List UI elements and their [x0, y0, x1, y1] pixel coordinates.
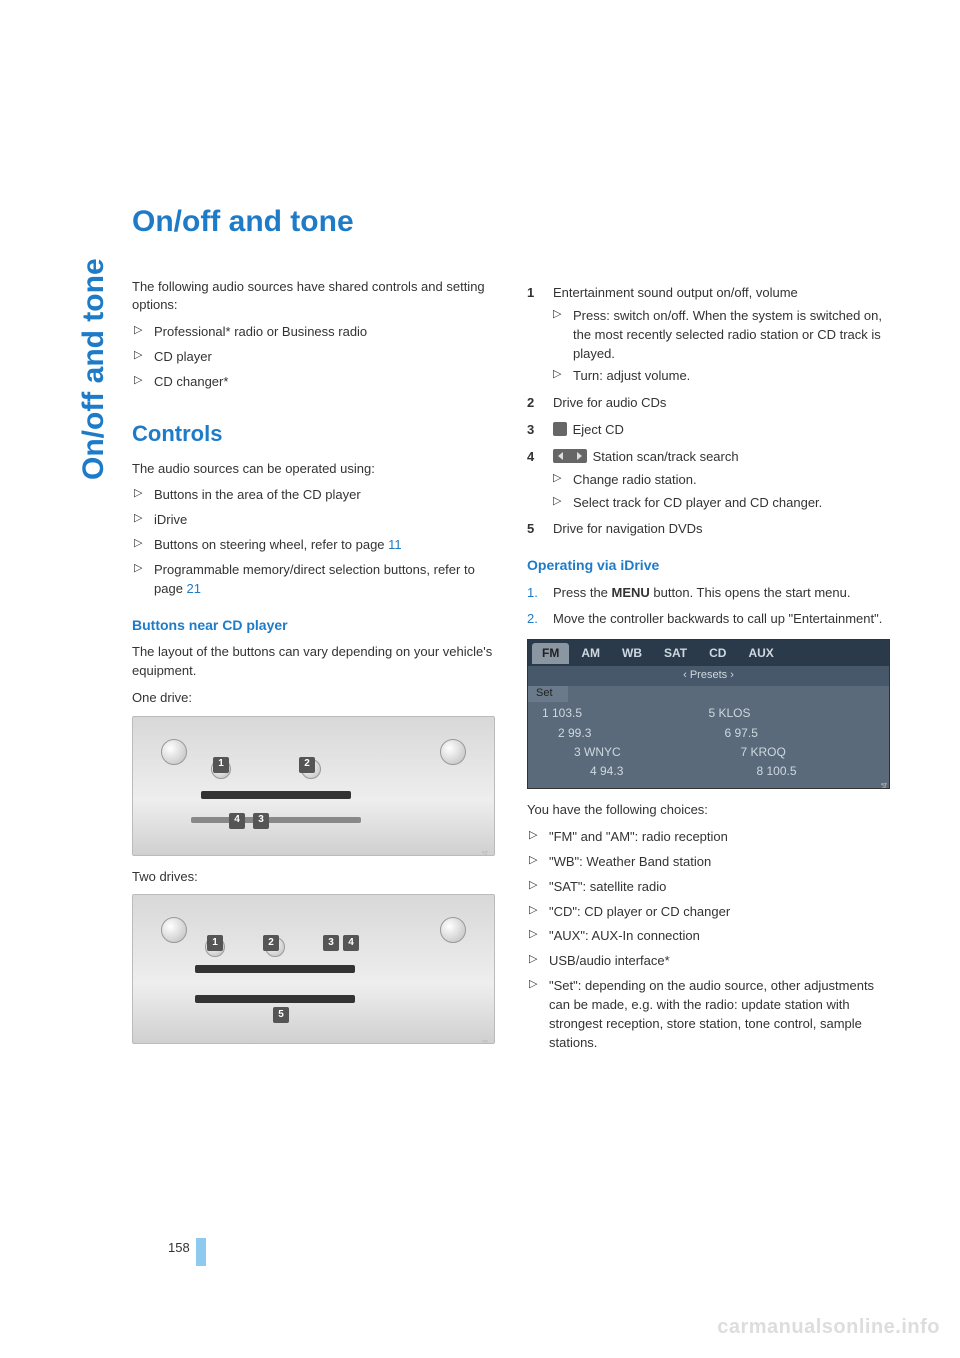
buttons-heading: Buttons near CD player: [132, 615, 495, 635]
two-drives-label: Two drives:: [132, 868, 495, 887]
station: 7 KROQ: [709, 743, 876, 762]
list-item: Professional* radio or Business radio: [132, 323, 495, 342]
tab-wb: WB: [612, 643, 652, 664]
page-title: On/off and tone: [132, 200, 495, 244]
list-item: "CD": CD player or CD changer: [527, 903, 890, 922]
tab-aux: AUX: [738, 643, 783, 664]
figure-code: M0716304: [480, 851, 492, 856]
watermark: carmanualsonline.info: [717, 1313, 940, 1342]
item-text: Drive for audio CDs: [553, 395, 666, 410]
station: 3 WNYC: [542, 743, 709, 762]
step-post: button. This opens the start menu.: [650, 585, 851, 600]
page-ref-link[interactable]: 11: [388, 537, 402, 552]
list-item: 3 Eject CD: [527, 421, 890, 440]
station: 2 99.3: [542, 724, 709, 743]
list-item: Programmable memory/direct selection but…: [132, 561, 495, 599]
controls-heading: Controls: [132, 418, 495, 450]
page-number: 158: [168, 1239, 190, 1258]
menu-button-label: MENU: [612, 585, 650, 600]
controls-list: Buttons in the area of the CD player iDr…: [132, 486, 495, 598]
idrive-steps: 1. Press the MENU button. This opens the…: [527, 584, 890, 630]
idrive-heading: Operating via iDrive: [527, 555, 890, 575]
station: 4 94.3: [542, 762, 709, 781]
left-column: On/off and tone The following audio sour…: [132, 200, 495, 1063]
list-item-text: Buttons on steering wheel, refer to page: [154, 537, 388, 552]
tab-sat: SAT: [654, 643, 697, 664]
sub-item: Turn: adjust volume.: [553, 367, 890, 386]
list-item: 2 Drive for audio CDs: [527, 394, 890, 413]
set-label: Set: [528, 686, 568, 702]
page-body: On/off and tone The following audio sour…: [0, 0, 960, 1123]
numbered-controls-list: 1 Entertainment sound output on/off, vol…: [527, 284, 890, 539]
station: 5 KLOS: [709, 704, 876, 723]
step-item: 1. Press the MENU button. This opens the…: [527, 584, 890, 603]
list-item-text: Programmable memory/direct selection but…: [154, 562, 475, 596]
list-item: "SAT": satellite radio: [527, 878, 890, 897]
page-marker-bar: [196, 1238, 206, 1266]
sidebar-section-title: On/off and tone: [72, 258, 116, 480]
list-item: 4 Station scan/track search Change radio…: [527, 448, 890, 513]
station: 1 103.5: [542, 704, 709, 723]
right-column: 1 Entertainment sound output on/off, vol…: [527, 200, 890, 1063]
controls-intro: The audio sources can be operated using:: [132, 460, 495, 479]
choices-intro: You have the following choices:: [527, 801, 890, 820]
item-number: 1: [527, 284, 534, 303]
station: 8 100.5: [709, 762, 876, 781]
presets-label: ‹ Presets ›: [528, 666, 889, 686]
tab-am: AM: [571, 643, 610, 664]
list-item: Buttons in the area of the CD player: [132, 486, 495, 505]
figure-code: M0716304: [480, 1039, 492, 1044]
step-text: Move the controller backwards to call up…: [553, 611, 882, 626]
list-item: USB/audio interface*: [527, 952, 890, 971]
item-number: 3: [527, 421, 534, 440]
intro-text: The following audio sources have shared …: [132, 278, 495, 316]
list-item: CD changer*: [132, 373, 495, 392]
list-item: 1 Entertainment sound output on/off, vol…: [527, 284, 890, 386]
tab-cd: CD: [699, 643, 736, 664]
figure-one-drive: 1 2 3 4 M0716304: [132, 716, 495, 856]
tab-fm: FM: [532, 643, 569, 664]
sub-item: Change radio station.: [553, 471, 890, 490]
step-number: 2.: [527, 610, 538, 629]
list-item: "WB": Weather Band station: [527, 853, 890, 872]
item-text: Station scan/track search: [593, 449, 739, 464]
scan-icon: [553, 449, 587, 463]
item-text: Drive for navigation DVDs: [553, 521, 703, 536]
choices-list: "FM" and "AM": radio reception "WB": Wea…: [527, 828, 890, 1052]
sub-item: Press: switch on/off. When the system is…: [553, 307, 890, 364]
figure-two-drives: 1 2 3 4 5 M0716304: [132, 894, 495, 1044]
list-item: "FM" and "AM": radio reception: [527, 828, 890, 847]
station: 6 97.5: [709, 724, 876, 743]
list-item: "Set": depending on the audio source, ot…: [527, 977, 890, 1052]
list-item: 5 Drive for navigation DVDs: [527, 520, 890, 539]
step-item: 2. Move the controller backwards to call…: [527, 610, 890, 629]
screenshot-tabs: FM AM WB SAT CD AUX: [528, 640, 889, 666]
one-drive-label: One drive:: [132, 689, 495, 708]
step-number: 1.: [527, 584, 538, 603]
item-number: 4: [527, 448, 534, 467]
list-item: iDrive: [132, 511, 495, 530]
step-pre: Press the: [553, 585, 612, 600]
item-text: Entertainment sound output on/off, volum…: [553, 285, 798, 300]
item-number: 5: [527, 520, 534, 539]
eject-icon: [553, 422, 567, 436]
sub-item: Select track for CD player and CD change…: [553, 494, 890, 513]
buttons-text: The layout of the buttons can vary depen…: [132, 643, 495, 681]
list-item: Buttons on steering wheel, refer to page…: [132, 536, 495, 555]
idrive-screenshot: FM AM WB SAT CD AUX ‹ Presets › Set 1 10…: [527, 639, 890, 789]
sources-list: Professional* radio or Business radio CD…: [132, 323, 495, 392]
figure-code: M0805404: [879, 782, 890, 789]
station-grid: 1 103.5 5 KLOS 2 99.3 6 97.5 3 WNYC 7 KR…: [528, 702, 889, 786]
list-item: "AUX": AUX-In connection: [527, 927, 890, 946]
list-item: CD player: [132, 348, 495, 367]
page-ref-link[interactable]: 21: [187, 581, 201, 596]
item-text: Eject CD: [573, 422, 624, 437]
item-number: 2: [527, 394, 534, 413]
